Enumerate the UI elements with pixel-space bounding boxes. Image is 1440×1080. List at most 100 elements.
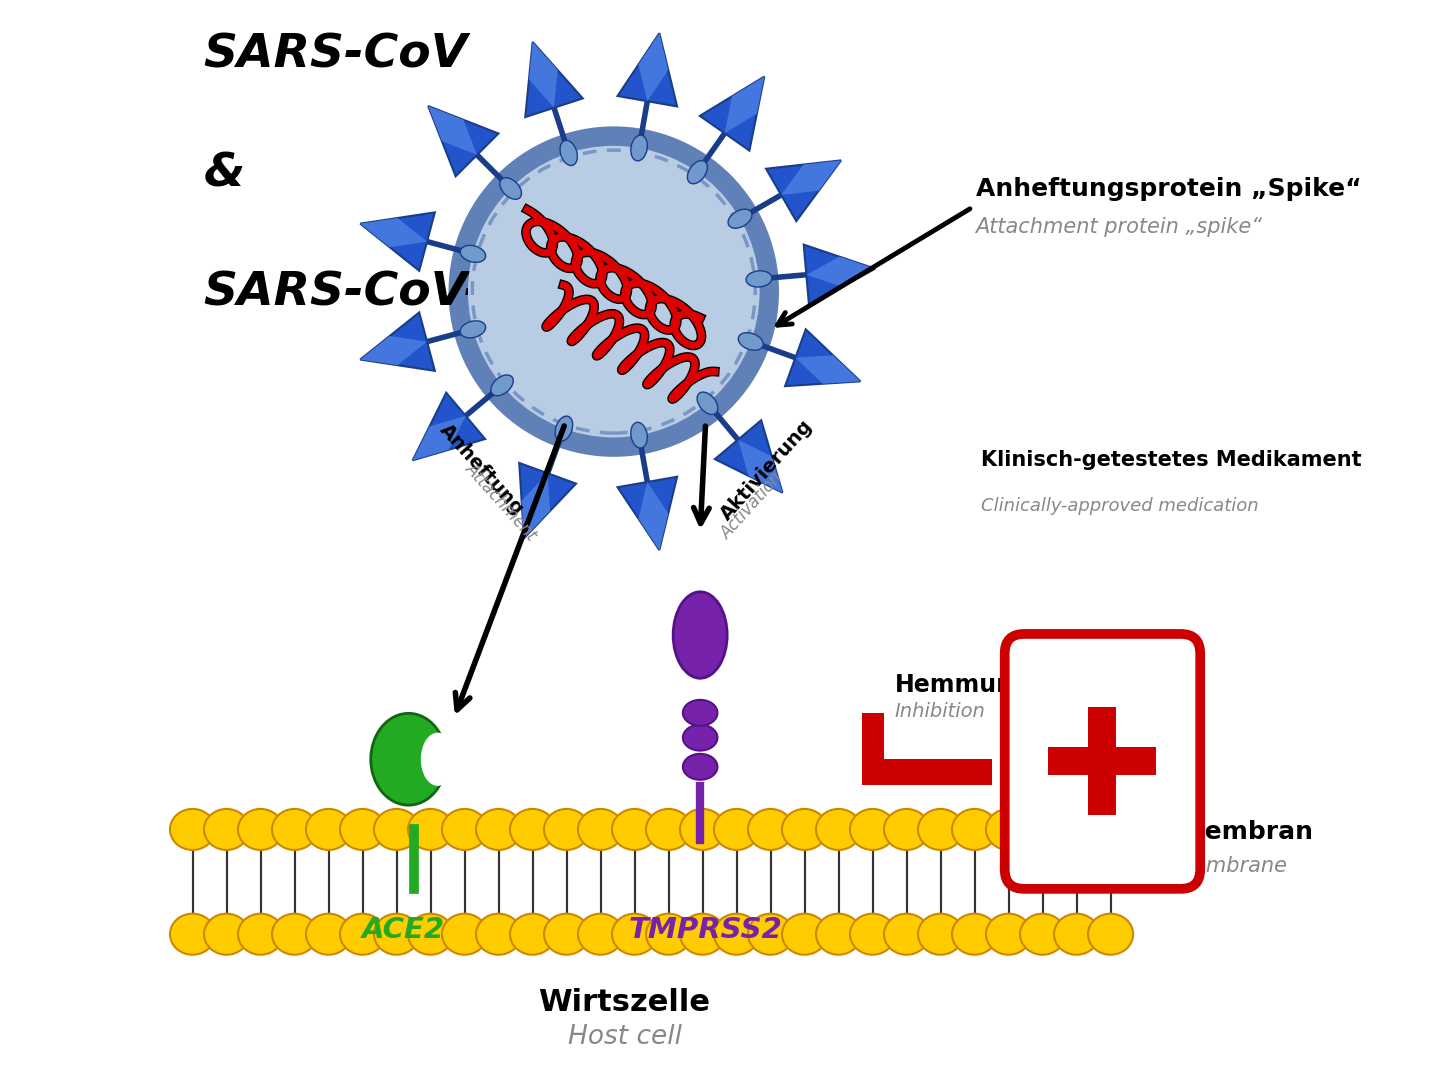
Ellipse shape	[647, 914, 691, 955]
FancyBboxPatch shape	[1005, 634, 1200, 889]
Ellipse shape	[816, 914, 861, 955]
Ellipse shape	[238, 809, 284, 850]
Ellipse shape	[1020, 809, 1066, 850]
Polygon shape	[413, 393, 485, 460]
Ellipse shape	[986, 809, 1031, 850]
Polygon shape	[428, 106, 477, 154]
Ellipse shape	[238, 914, 284, 955]
Ellipse shape	[746, 271, 772, 287]
Polygon shape	[360, 218, 428, 247]
Ellipse shape	[374, 914, 419, 955]
Ellipse shape	[687, 161, 707, 184]
Ellipse shape	[917, 914, 963, 955]
Text: Activation: Activation	[717, 469, 786, 542]
Text: Clinically-approved medication: Clinically-approved medication	[981, 497, 1259, 515]
Ellipse shape	[680, 809, 726, 850]
Ellipse shape	[631, 422, 648, 448]
Ellipse shape	[1089, 914, 1133, 955]
Ellipse shape	[729, 210, 752, 228]
Polygon shape	[804, 245, 876, 305]
Polygon shape	[520, 463, 576, 538]
Ellipse shape	[204, 809, 249, 850]
Text: Anheftungsprotein „Spike“: Anheftungsprotein „Spike“	[975, 177, 1361, 201]
Circle shape	[448, 126, 779, 457]
Ellipse shape	[647, 809, 691, 850]
Ellipse shape	[747, 809, 793, 850]
Ellipse shape	[461, 245, 485, 262]
Ellipse shape	[631, 135, 648, 161]
Ellipse shape	[612, 809, 657, 850]
Ellipse shape	[952, 914, 996, 955]
Ellipse shape	[500, 178, 521, 200]
Polygon shape	[528, 42, 557, 108]
Ellipse shape	[408, 809, 454, 850]
Polygon shape	[360, 312, 435, 370]
Ellipse shape	[986, 914, 1031, 955]
Text: Wirtszelle: Wirtszelle	[539, 988, 710, 1016]
Text: Anheftung: Anheftung	[436, 420, 528, 519]
Ellipse shape	[305, 914, 351, 955]
Ellipse shape	[170, 914, 215, 955]
Ellipse shape	[917, 809, 963, 850]
Ellipse shape	[577, 809, 624, 850]
Ellipse shape	[782, 914, 827, 955]
Polygon shape	[638, 33, 668, 102]
Ellipse shape	[477, 914, 521, 955]
Text: ACE2: ACE2	[361, 916, 445, 944]
Bar	[863, 759, 992, 785]
Text: Aktivierung: Aktivierung	[717, 416, 816, 524]
Ellipse shape	[884, 809, 929, 850]
Bar	[1048, 747, 1156, 775]
Text: Attachment protein „spike“: Attachment protein „spike“	[975, 217, 1263, 237]
Ellipse shape	[850, 809, 896, 850]
Polygon shape	[724, 77, 765, 133]
Bar	[1089, 707, 1116, 815]
Polygon shape	[428, 106, 498, 176]
Text: SARS-CoV-2: SARS-CoV-2	[203, 270, 517, 315]
Ellipse shape	[340, 809, 384, 850]
Ellipse shape	[952, 809, 996, 850]
Polygon shape	[780, 161, 841, 194]
Ellipse shape	[612, 914, 657, 955]
Ellipse shape	[697, 392, 719, 415]
Ellipse shape	[1089, 809, 1133, 850]
Ellipse shape	[672, 592, 727, 678]
Text: Klinisch-getestetes Medikament: Klinisch-getestetes Medikament	[981, 449, 1362, 470]
Ellipse shape	[560, 140, 577, 165]
Polygon shape	[700, 77, 765, 150]
Ellipse shape	[544, 914, 589, 955]
Ellipse shape	[272, 809, 317, 850]
Polygon shape	[526, 42, 583, 117]
Ellipse shape	[272, 914, 317, 955]
Ellipse shape	[1054, 914, 1099, 955]
Ellipse shape	[442, 809, 487, 850]
Ellipse shape	[782, 809, 827, 850]
Ellipse shape	[374, 809, 419, 850]
Polygon shape	[714, 420, 782, 492]
Ellipse shape	[370, 713, 446, 806]
Ellipse shape	[747, 914, 793, 955]
Polygon shape	[638, 482, 668, 550]
Polygon shape	[795, 355, 860, 383]
Polygon shape	[521, 473, 550, 538]
Text: Host cell: Host cell	[567, 1024, 681, 1050]
Text: TMPRSS2: TMPRSS2	[629, 916, 782, 944]
Ellipse shape	[884, 914, 929, 955]
Ellipse shape	[816, 809, 861, 850]
Ellipse shape	[170, 809, 215, 850]
Ellipse shape	[680, 914, 726, 955]
Ellipse shape	[714, 914, 759, 955]
Text: Cell membrane: Cell membrane	[1126, 856, 1287, 876]
Ellipse shape	[442, 914, 487, 955]
Ellipse shape	[739, 333, 763, 350]
Ellipse shape	[305, 809, 351, 850]
Ellipse shape	[204, 914, 249, 955]
Polygon shape	[739, 440, 782, 492]
Ellipse shape	[422, 733, 454, 785]
Polygon shape	[618, 33, 677, 107]
Polygon shape	[360, 336, 428, 365]
Text: SARS-CoV: SARS-CoV	[203, 32, 468, 78]
Circle shape	[468, 146, 759, 437]
Bar	[863, 713, 884, 772]
Ellipse shape	[1054, 809, 1099, 850]
